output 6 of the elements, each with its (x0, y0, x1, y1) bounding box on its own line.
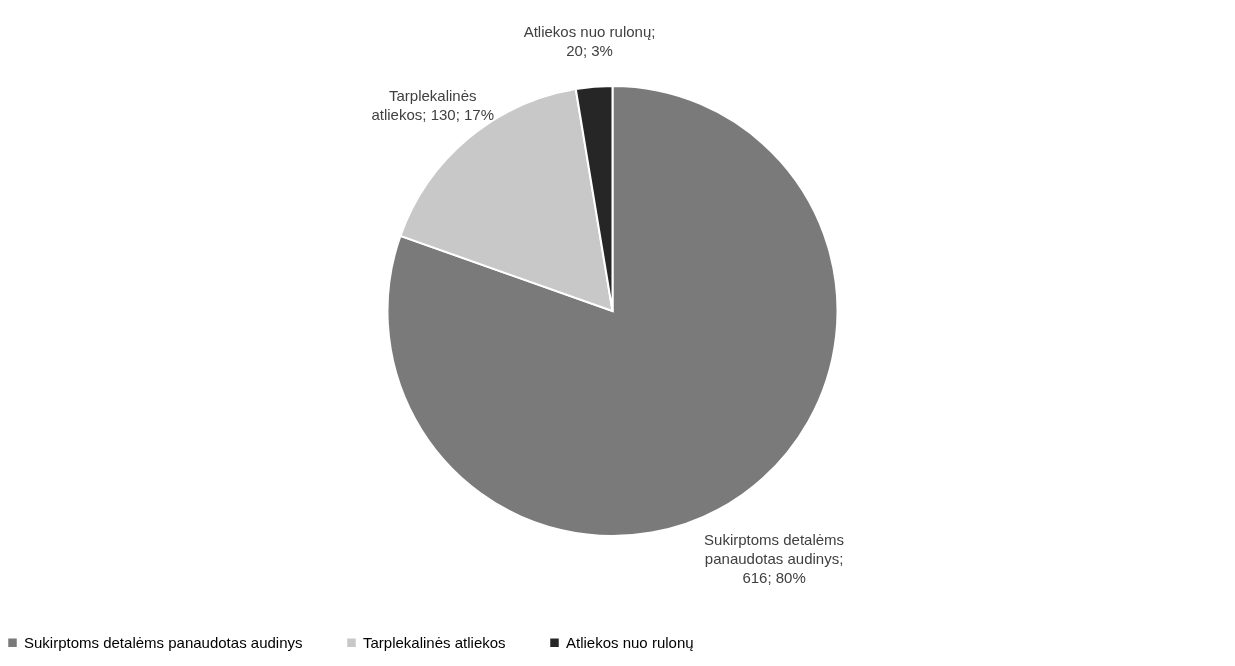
data-label: Tarplekalinės atliekos; 130; 17% (371, 87, 494, 124)
legend-label: Tarplekalinės atliekos (363, 633, 506, 651)
data-label: Sukirptoms detalėms panaudotas audinys; 616; 80% (704, 530, 845, 586)
legend-label: Sukirptoms detalėms panaudotas audinys (24, 633, 303, 651)
data-label: Atliekos nuo rulonų; 20; 3% (523, 22, 656, 59)
legend-label: Atliekos nuo rulonų (566, 633, 694, 651)
